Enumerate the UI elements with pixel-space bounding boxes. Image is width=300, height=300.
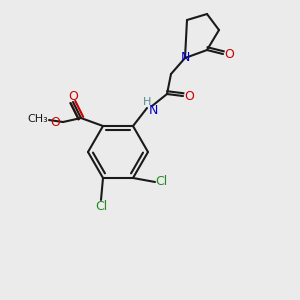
Text: H: H (143, 97, 151, 107)
Text: O: O (224, 47, 234, 61)
Text: N: N (149, 103, 158, 116)
Text: O: O (184, 89, 194, 103)
Text: Cl: Cl (95, 200, 107, 214)
Text: O: O (50, 116, 60, 128)
Text: Cl: Cl (155, 176, 167, 188)
Text: N: N (180, 50, 190, 64)
Text: CH₃: CH₃ (27, 114, 48, 124)
Text: O: O (68, 89, 78, 103)
